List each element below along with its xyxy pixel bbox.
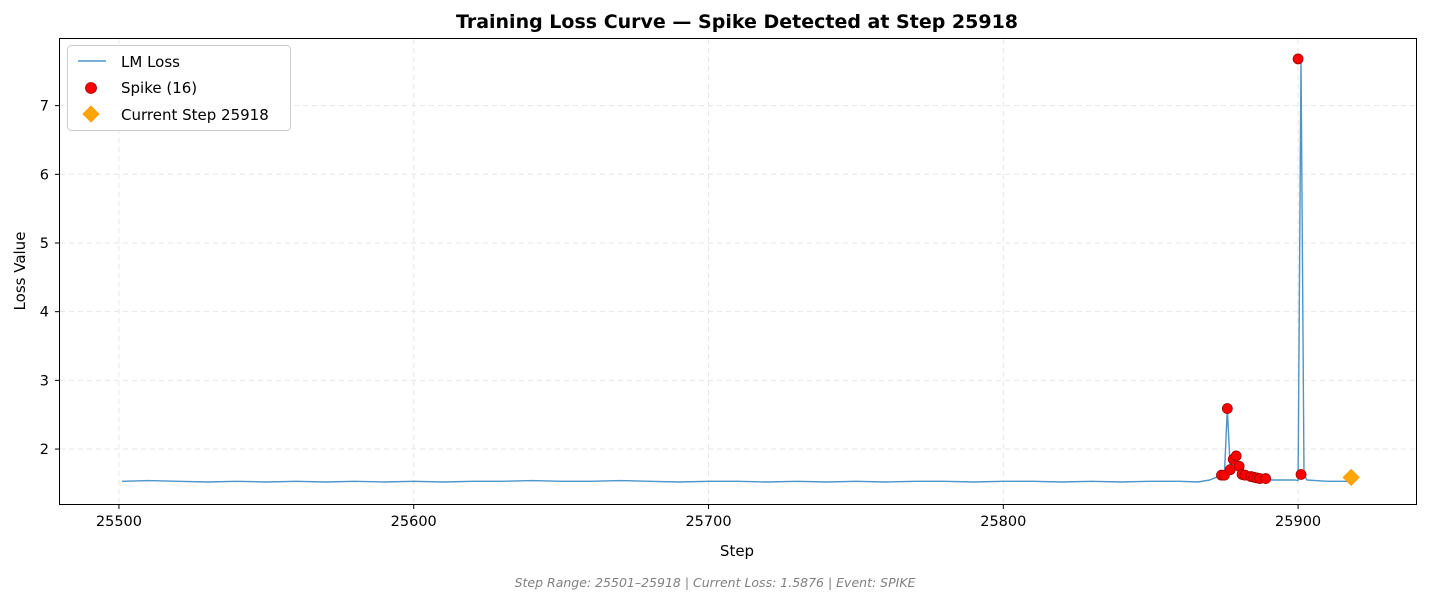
spike-point — [1260, 473, 1272, 484]
axis-ticks: 25500 25600 25700 25800 25900 2 3 4 5 6 7 — [40, 99, 1321, 530]
legend-label-spike: Spike (16) — [121, 79, 197, 97]
y-tick-label: 7 — [40, 99, 49, 115]
plot-area — [121, 53, 1360, 486]
footer-note: Step Range: 25501–25918 | Current Loss: … — [515, 575, 916, 590]
x-tick-label: 25600 — [391, 514, 437, 530]
spike-point — [1295, 469, 1307, 480]
chart-title: Training Loss Curve — Spike Detected at … — [456, 11, 1018, 33]
lm-loss-line — [121, 58, 1352, 483]
legend-frame — [67, 45, 291, 131]
x-tick-label: 25900 — [1275, 514, 1321, 530]
spike-point — [1292, 53, 1304, 65]
legend-spike-swatch — [85, 82, 97, 94]
legend-label-lm-loss: LM Loss — [121, 53, 180, 71]
plot-frame — [59, 38, 1417, 505]
current-step-marker — [1342, 468, 1360, 486]
y-tick-label: 5 — [40, 236, 49, 252]
x-tick-label: 25800 — [980, 514, 1026, 530]
spike-point — [1221, 403, 1233, 414]
y-tick-label: 2 — [40, 442, 49, 458]
legend-label-current-step: Current Step 25918 — [121, 106, 269, 124]
y-tick-label: 6 — [40, 167, 49, 183]
x-axis-label: Step — [720, 542, 754, 560]
grid-lines — [60, 39, 1416, 504]
y-axis-label: Loss Value — [11, 232, 29, 311]
x-tick-label: 25500 — [96, 514, 142, 530]
y-tick-label: 4 — [40, 305, 49, 321]
spike-point — [1230, 450, 1242, 462]
legend-current-swatch — [82, 105, 100, 123]
x-tick-label: 25700 — [685, 514, 731, 530]
y-tick-label: 3 — [40, 373, 49, 389]
legend: LM Loss Spike (16) Current Step 25918 — [67, 45, 291, 131]
